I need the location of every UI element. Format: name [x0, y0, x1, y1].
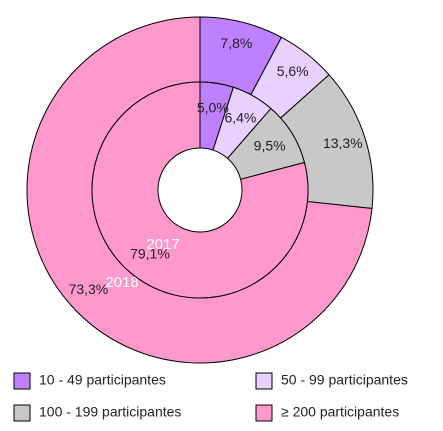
series-label: 2018 — [105, 274, 138, 291]
legend-swatch — [13, 404, 31, 422]
value-label: 6,4% — [224, 109, 256, 125]
value-label: 7,8% — [220, 35, 252, 51]
legend-swatch — [255, 372, 273, 390]
value-label: 9,5% — [254, 137, 286, 153]
value-label: 13,3% — [323, 135, 363, 151]
value-label: 5,0% — [197, 100, 229, 116]
value-label: 5,6% — [277, 63, 309, 79]
value-label: 79,1% — [130, 246, 170, 262]
series-label: 2017 — [146, 236, 179, 253]
legend-swatch — [13, 372, 31, 390]
value-label: 73,3% — [69, 281, 109, 297]
legend-label: 50 - 99 participantes — [281, 372, 408, 388]
legend-swatch — [255, 404, 273, 422]
legend-label: 10 - 49 participantes — [39, 372, 166, 388]
donut-segment — [91, 81, 309, 299]
legend-label: 100 - 199 participantes — [39, 404, 181, 420]
legend-label: ≥ 200 participantes — [281, 404, 399, 420]
